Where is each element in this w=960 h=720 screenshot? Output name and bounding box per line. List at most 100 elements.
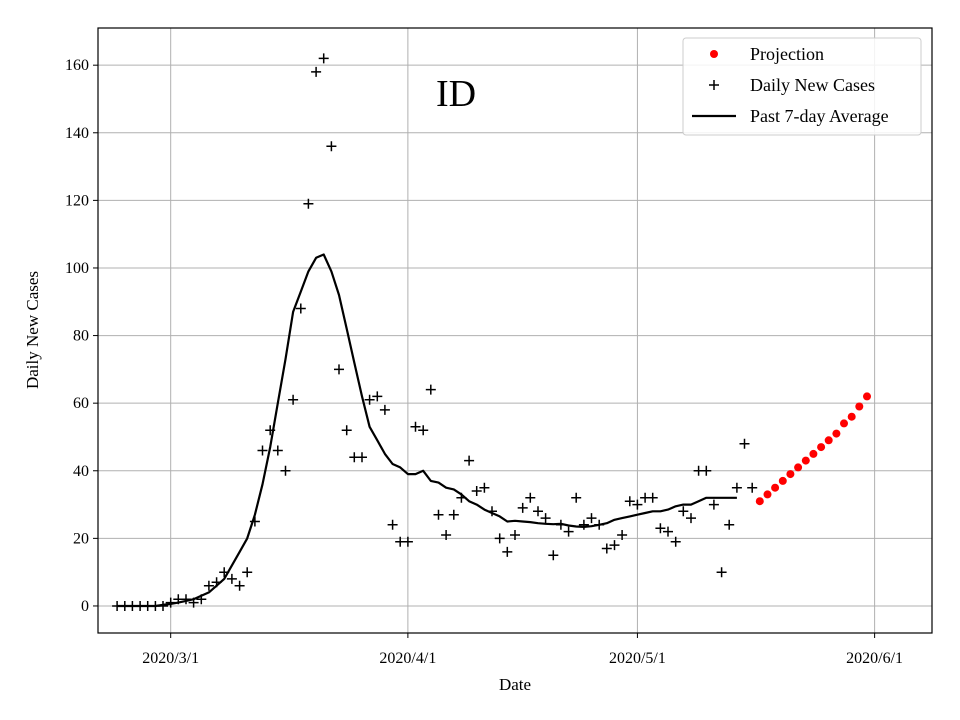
x-axis-label: Date [499,675,531,694]
daily-case-point [663,526,673,537]
daily-case-point [326,141,337,152]
daily-case-point [655,523,666,534]
projection-point [763,490,772,499]
grid-layer [98,28,932,633]
daily-case-point [739,438,750,449]
daily-case-point [311,66,322,77]
daily-case-point [647,492,658,503]
daily-case-point [158,601,168,611]
plot-frame [97,27,933,634]
daily-case-point [517,502,528,513]
y-tick-label: 60 [73,395,89,412]
daily-case-point [433,509,444,520]
daily-case-point [494,533,505,544]
daily-case-point [548,550,559,561]
daily-case-point [372,391,383,402]
daily-case-point [701,465,712,476]
projection-point [771,483,780,492]
daily-case-point [357,452,367,463]
daily-case-point [670,536,681,547]
daily-case-point [448,509,459,520]
daily-case-point [364,394,375,405]
projection-point [855,402,864,411]
projection-point [817,443,826,452]
legend: Projection Daily New Cases Past 7-day Av… [682,37,922,136]
daily-case-point [571,492,582,503]
daily-case-point [586,513,597,524]
daily-case-point [724,519,735,530]
chart-annotation: ID [436,73,476,115]
daily-case-point [257,445,268,456]
daily-case-point [617,530,628,540]
y-tick-label: 160 [65,57,89,74]
projection-point [786,470,795,479]
daily-case-point [318,53,329,64]
daily-case-point [288,394,299,405]
daily-case-point [303,198,314,209]
daily-case-point [196,594,207,605]
legend-box [682,37,922,136]
daily-case-point [188,597,199,608]
daily-case-point [747,482,758,493]
daily-case-point [242,567,253,578]
daily-case-point [487,506,497,517]
daily-case-point [456,492,467,503]
x-tick-label: 2020/3/1 [142,650,199,667]
y-tick-label: 0 [81,598,89,615]
daily-case-point [594,519,605,530]
daily-case-point [624,496,635,507]
daily-case-point [234,580,245,591]
legend-average-label: Past 7-day Average [750,106,889,126]
legend-daily-cases-label: Daily New Cases [750,75,875,95]
y-axis-label: Daily New Cases [23,271,42,389]
daily-case-point [295,303,306,314]
daily-case-point [165,597,176,608]
projection-point [801,456,810,465]
y-tick-label: 40 [73,463,89,480]
daily-case-point [471,486,482,496]
projection-point [794,463,803,472]
daily-case-point [387,519,398,530]
daily-case-point [410,421,421,432]
daily-case-point [601,543,612,554]
legend-daily-cases-marker [709,80,719,90]
daily-case-point [555,519,566,530]
legend-projection-label: Projection [750,44,824,64]
projection-point [840,419,848,428]
daily-case-point [540,513,551,524]
daily-case-point [502,546,513,557]
daily-case-point [578,519,589,530]
projection-point [755,497,764,506]
projection-point [809,449,818,458]
daily-case-point [219,567,230,578]
daily-case-point [203,580,214,591]
marker-layer [112,53,871,611]
daily-case-point [678,506,689,517]
y-tick-label: 140 [65,125,89,142]
daily-case-point [464,455,475,466]
daily-case-point [280,465,291,476]
daily-case-point [379,404,390,415]
projection-point [863,392,871,401]
x-tick-label: 2020/4/1 [379,650,436,667]
daily-case-point [632,499,643,510]
x-tick-label: 2020/6/1 [846,650,903,667]
daily-case-point [334,364,344,375]
projection-point [832,429,841,438]
y-tick-label: 80 [73,328,89,345]
y-tick-label: 120 [65,192,89,209]
legend-projection-marker [710,50,718,58]
daily-case-point [211,577,222,588]
tick-layer: 0 20 40 60 80 100 120 140 160 2020/3/1 2020/4/1 202… [65,57,903,667]
daily-case-point [525,492,536,503]
daily-case-point [425,384,436,395]
daily-case-point [249,516,260,527]
projection-point [778,476,787,485]
y-tick-label: 20 [73,530,89,547]
y-tick-label: 100 [65,260,89,277]
daily-case-point [441,530,452,540]
daily-case-point [533,506,543,517]
daily-case-point [265,425,276,436]
daily-case-point [479,482,490,493]
